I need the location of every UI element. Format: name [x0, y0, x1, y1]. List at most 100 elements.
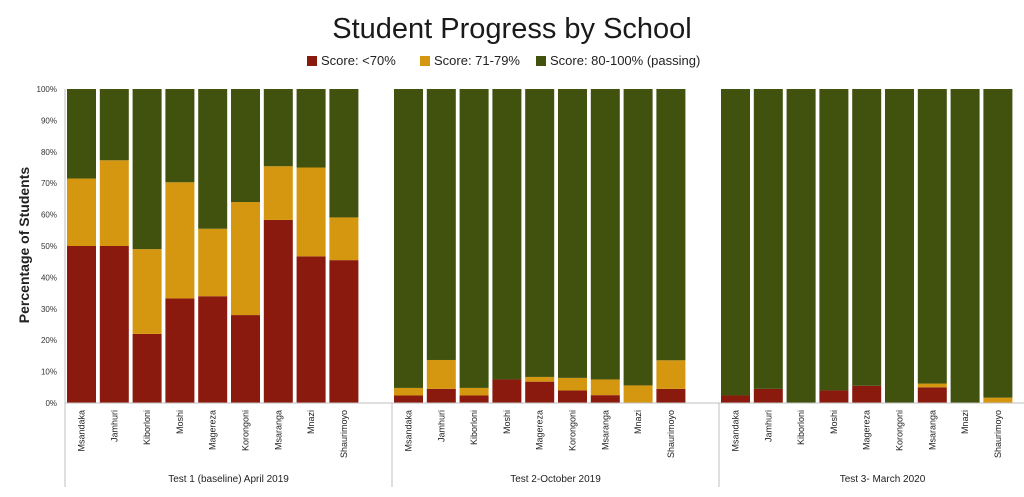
x-tick-label: Mnazi	[633, 410, 643, 434]
x-tick-label: Shaurimoyo	[666, 410, 676, 458]
x-tick-label: Shaurimoyo	[993, 410, 1003, 458]
x-tick-label: Korongoni	[568, 410, 578, 451]
bars	[67, 89, 1013, 403]
bar-segment	[525, 89, 555, 377]
bar-segment	[165, 182, 195, 299]
x-axis: Msandaka Jamhuri Kiborloni Moshi Magereza Kor…	[64, 402, 1024, 487]
bar-segment	[623, 385, 653, 403]
y-axis-label: Percentage of Students	[16, 167, 32, 324]
x-tick-label: Korongoni	[895, 410, 905, 451]
legend-swatch	[307, 56, 317, 66]
bar-segment	[263, 219, 293, 403]
bar-segment	[459, 387, 489, 396]
bar-segment	[231, 315, 260, 403]
bar-segment	[394, 89, 423, 388]
bar-segment	[753, 388, 783, 403]
bar-segment	[656, 388, 686, 403]
legend: Score: <70% Score: 71-79% Score: 80-100% (…	[307, 53, 700, 68]
bar-segment	[329, 260, 359, 403]
x-tick-label: Magereza	[862, 410, 872, 450]
group-label: Test 2-October 2019	[510, 474, 601, 485]
bar-segment	[525, 381, 555, 403]
x-tick-label: Korongoni	[241, 410, 251, 451]
bar-segment	[426, 359, 456, 389]
bar-segment	[426, 89, 456, 360]
bar-segment	[852, 89, 882, 386]
bar-segment	[950, 89, 980, 403]
x-tick-label: Msandaka	[77, 410, 87, 452]
bar-segment	[394, 395, 423, 403]
x-tick-label: Kiborloni	[796, 410, 806, 445]
bar-segment	[198, 228, 228, 297]
bar-segment	[525, 376, 555, 382]
bar-segment	[885, 89, 914, 403]
bar-segment	[983, 89, 1013, 398]
bar-segment	[492, 379, 522, 403]
x-tick-label: Msaranga	[927, 410, 937, 450]
x-tick-label: Moshi	[175, 410, 185, 434]
x-tick-label: Msandaka	[404, 410, 414, 452]
bar-segment	[852, 385, 882, 403]
bar-segment	[165, 89, 195, 183]
bar-segment	[198, 296, 228, 403]
bar-segment	[721, 395, 750, 403]
bar-segment	[459, 89, 489, 388]
bar-segment	[132, 89, 162, 250]
x-tick-label: Msaranga	[600, 410, 610, 450]
legend-label: Score: <70%	[321, 53, 396, 68]
legend-label: Score: 80-100% (passing)	[550, 53, 700, 68]
x-tick-label: Jamhuri	[109, 410, 119, 442]
x-tick-label: Jamhuri	[436, 410, 446, 442]
y-axis-ticks: 0% 10% 20% 30% 40% 50% 60% 70% 80% 90% 100%	[37, 85, 66, 408]
bar-segment	[198, 89, 228, 229]
y-tick-label: 10%	[41, 368, 57, 377]
group-label: Test 1 (baseline) April 2019	[168, 474, 289, 485]
x-tick-label: Magereza	[535, 410, 545, 450]
legend-swatch	[420, 56, 430, 66]
bar-segment	[590, 395, 620, 403]
x-tick-label: Moshi	[829, 410, 839, 434]
y-tick-label: 90%	[41, 116, 57, 125]
y-tick-label: 60%	[41, 211, 57, 220]
bar-segment	[263, 89, 293, 167]
bar-segment	[231, 89, 260, 203]
legend-swatch	[536, 56, 546, 66]
bar-segment	[459, 395, 489, 403]
y-tick-label: 30%	[41, 305, 57, 314]
bar-segment	[917, 383, 947, 388]
bar-segment	[917, 387, 947, 403]
bar-segment	[623, 89, 653, 386]
x-tick-label: Magereza	[208, 410, 218, 450]
x-tick-label: Shaurimoyo	[339, 410, 349, 458]
bar-segment	[296, 256, 326, 403]
x-tick-label: Kiborloni	[469, 410, 479, 445]
bar-segment	[99, 160, 129, 246]
bar-segment	[99, 89, 129, 161]
bar-segment	[132, 249, 162, 334]
bar-segment	[721, 89, 750, 396]
x-tick-label: Mnazi	[960, 410, 970, 434]
y-tick-label: 50%	[41, 242, 57, 251]
group-label: Test 3- March 2020	[840, 474, 926, 485]
bar-segment	[329, 217, 359, 261]
chart-title: Student Progress by School	[332, 13, 691, 45]
bar-segment	[67, 89, 96, 179]
bar-segment	[558, 89, 587, 378]
bar-segment	[296, 89, 326, 168]
bar-segment	[819, 89, 849, 391]
x-tick-label: Jamhuri	[763, 410, 773, 442]
bar-segment	[67, 178, 96, 246]
bar-segment	[394, 387, 423, 396]
bar-segment	[426, 388, 456, 403]
y-tick-label: 40%	[41, 273, 57, 282]
y-tick-label: 80%	[41, 148, 57, 157]
x-tick-label: Msaranga	[273, 410, 283, 450]
bar-segment	[753, 89, 783, 389]
bar-segment	[231, 202, 260, 316]
bar-segment	[656, 89, 686, 361]
bar-segment	[983, 397, 1013, 403]
y-tick-label: 100%	[37, 85, 57, 94]
x-tick-label: Msandaka	[731, 410, 741, 452]
bar-segment	[917, 89, 947, 384]
